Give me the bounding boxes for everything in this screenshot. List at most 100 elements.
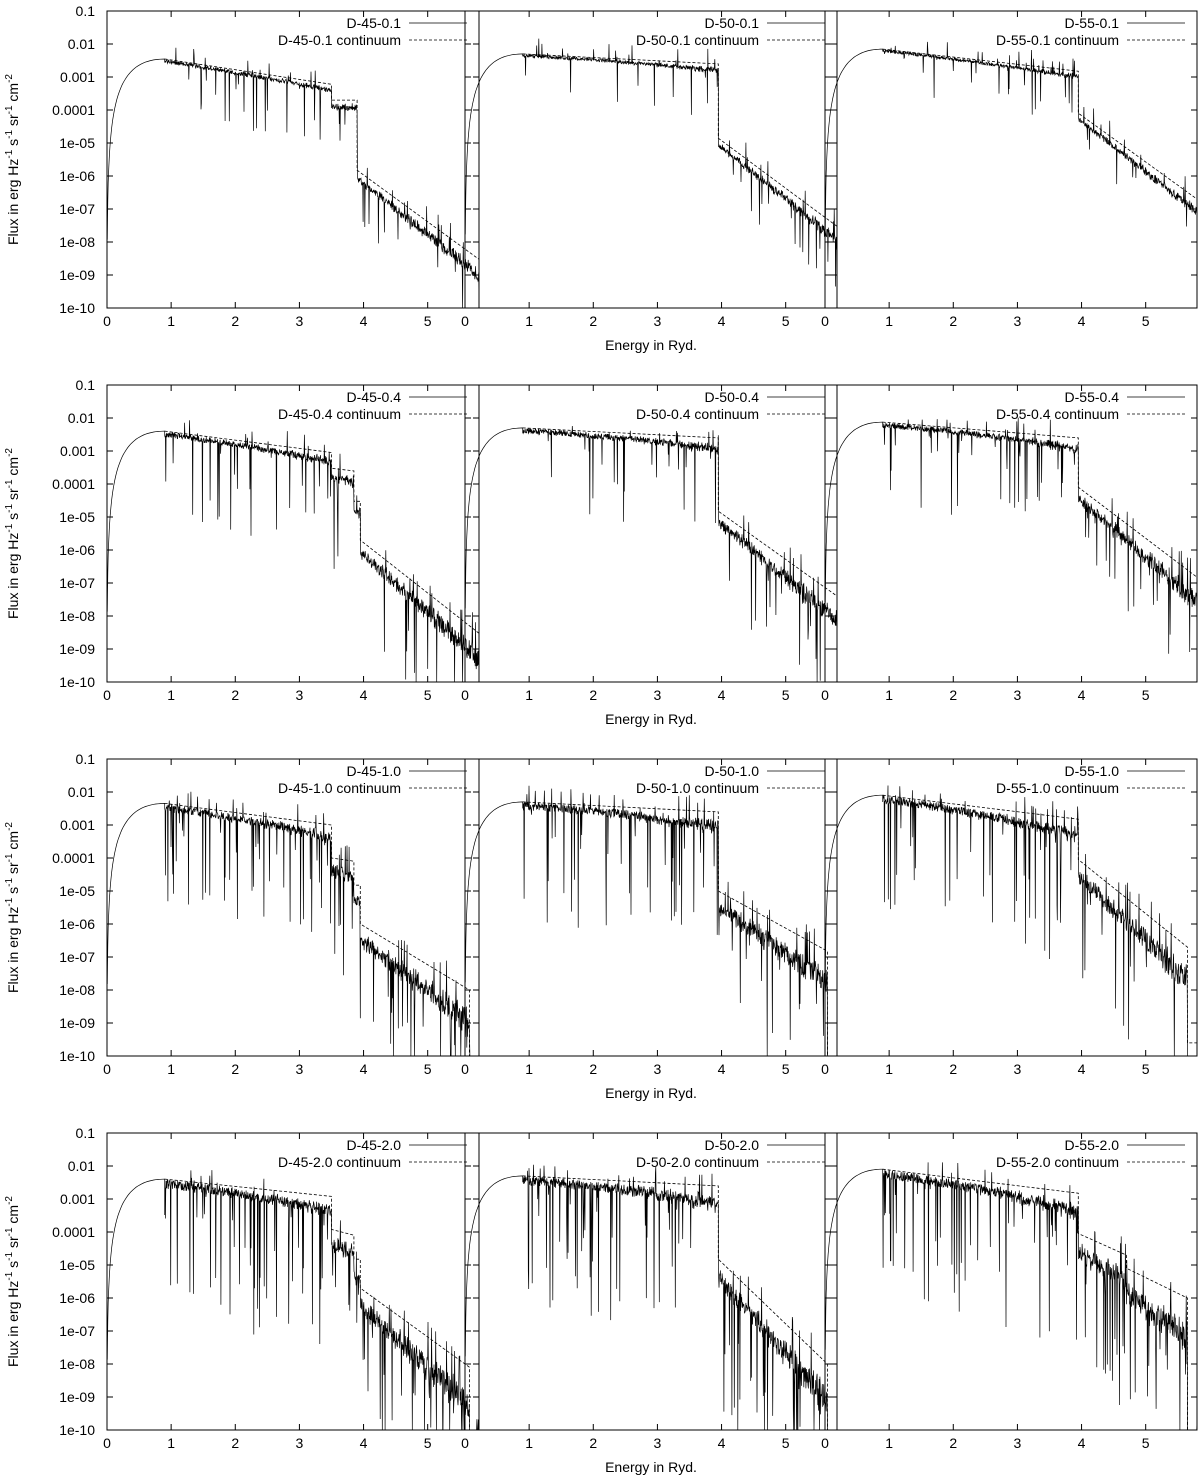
legend-series-label: D-55-0.1 [1065, 15, 1120, 31]
continuum-line [164, 58, 479, 260]
y-tick-label: 1e-05 [59, 135, 95, 151]
y-tick-label: 1e-07 [59, 575, 95, 591]
y-tick-label: 1e-06 [59, 168, 95, 184]
y-tick-label: 0.001 [60, 69, 95, 85]
panel-10: 1e-10 1e-09 1e-08 1e-07 1e-06 1e-05 0.0001 0.00… [4, 1125, 480, 1451]
y-tick-label: 0.001 [60, 443, 95, 459]
continuum-line [882, 794, 1197, 1044]
y-tick-label: 0.0001 [52, 476, 95, 492]
x-tick-label: 1 [525, 313, 533, 329]
legend-series-label: D-50-1.0 [705, 763, 760, 779]
y-tick-label: 1e-09 [59, 1389, 95, 1405]
panel-4: 1e-10 1e-09 1e-08 1e-07 1e-06 1e-05 0.0001 0.00… [4, 377, 480, 703]
panel-8: 0 1 2 3 4 5 Energy in Ryd. D-50-1.0D-50-1.0 con… [461, 758, 838, 1101]
x-tick-label: 3 [296, 313, 304, 329]
spectrum-line [107, 420, 479, 682]
x-tick-label: 5 [1142, 1435, 1150, 1451]
x-tick-label: 4 [718, 687, 726, 703]
y-tick-label: 1e-09 [59, 267, 95, 283]
x-tick-label: 5 [424, 687, 432, 703]
legend-continuum-label: D-45-2.0 continuum [278, 1154, 401, 1170]
y-tick-label: 0.0001 [52, 850, 95, 866]
y-tick-label: 1e-09 [59, 641, 95, 657]
x-tick-label: 3 [654, 1435, 662, 1451]
x-axis-label: Energy in Ryd. [605, 1459, 697, 1475]
x-tick-label: 1 [885, 1061, 893, 1077]
x-tick-label: 0 [103, 1435, 111, 1451]
x-tick-label: 5 [424, 1435, 432, 1451]
plot-frame [464, 384, 838, 683]
spectrum-line [107, 791, 479, 1056]
y-tick-label: 1e-08 [59, 1356, 95, 1372]
x-tick-label: 5 [1142, 687, 1150, 703]
x-tick-label: 2 [231, 1435, 239, 1451]
spectrum-line [107, 47, 479, 308]
y-tick-label: 1e-08 [59, 982, 95, 998]
y-tick-label: 0.0001 [52, 1224, 95, 1240]
x-tick-label: 3 [1014, 313, 1022, 329]
x-tick-label: 1 [525, 687, 533, 703]
legend-continuum-label: D-45-1.0 continuum [278, 780, 401, 796]
x-tick-label: 1 [885, 1435, 893, 1451]
y-tick-label: 0.01 [68, 1158, 95, 1174]
x-tick-label: 2 [589, 1061, 597, 1077]
plot-frame [464, 10, 838, 309]
x-tick-label: 1 [167, 1061, 175, 1077]
x-tick-label: 4 [1078, 687, 1086, 703]
x-axis-label: Energy in Ryd. [605, 711, 697, 727]
x-tick-label: 0 [821, 1435, 829, 1451]
y-axis-label: Flux in erg Hz-1 s-1 sr-1 cm-2 [4, 822, 21, 993]
legend-series-label: D-50-0.4 [705, 389, 760, 405]
y-tick-label: 0.001 [60, 817, 95, 833]
x-tick-label: 5 [782, 313, 790, 329]
legend-continuum-label: D-55-1.0 continuum [996, 780, 1119, 796]
x-tick-label: 4 [360, 1435, 368, 1451]
y-tick-label: 1e-07 [59, 201, 95, 217]
x-tick-label: 2 [949, 313, 957, 329]
y-tick-label: 1e-05 [59, 509, 95, 525]
y-tick-label: 0.01 [68, 784, 95, 800]
continuum-line [522, 1175, 828, 1430]
y-tick-label: 1e-08 [59, 608, 95, 624]
x-tick-label: 2 [231, 313, 239, 329]
x-tick-label: 5 [782, 1061, 790, 1077]
legend-continuum-label: D-50-1.0 continuum [636, 780, 759, 796]
plot-frame [824, 384, 1198, 683]
legend-series-label: D-55-0.4 [1065, 389, 1120, 405]
x-tick-label: 4 [718, 1435, 726, 1451]
x-tick-label: 1 [167, 687, 175, 703]
x-tick-label: 5 [424, 1061, 432, 1077]
y-axis-label: Flux in erg Hz-1 s-1 sr-1 cm-2 [4, 74, 21, 245]
y-tick-label: 1e-05 [59, 883, 95, 899]
continuum-line [522, 53, 837, 227]
y-tick-label: 0.1 [76, 751, 96, 767]
legend-continuum-label: D-55-2.0 continuum [996, 1154, 1119, 1170]
x-tick-label: 1 [525, 1435, 533, 1451]
x-tick-label: 3 [1014, 1061, 1022, 1077]
x-tick-label: 3 [296, 687, 304, 703]
plot-frame [106, 1132, 480, 1431]
x-tick-label: 2 [231, 687, 239, 703]
panel-6: 0 1 2 3 4 5 D-55-0.4D-55-0.4 continuum [821, 384, 1198, 703]
x-tick-label: 3 [654, 687, 662, 703]
x-tick-label: 2 [949, 1061, 957, 1077]
x-tick-label: 5 [1142, 313, 1150, 329]
legend-series-label: D-45-0.4 [347, 389, 402, 405]
x-tick-label: 3 [296, 1061, 304, 1077]
x-tick-label: 3 [654, 313, 662, 329]
y-tick-label: 1e-06 [59, 1290, 95, 1306]
y-tick-label: 1e-10 [59, 1048, 95, 1064]
x-tick-label: 4 [718, 313, 726, 329]
x-tick-label: 0 [103, 687, 111, 703]
legend-series-label: D-55-2.0 [1065, 1137, 1120, 1153]
spectrum-line [465, 38, 837, 287]
y-tick-label: 1e-10 [59, 674, 95, 690]
legend-series-label: D-50-0.1 [705, 15, 760, 31]
panel-12: 0 1 2 3 4 5 D-55-2.0D-55-2.0 continuum [821, 1132, 1198, 1451]
x-tick-label: 1 [167, 1435, 175, 1451]
x-tick-label: 0 [461, 313, 469, 329]
y-tick-label: 1e-06 [59, 916, 95, 932]
x-tick-label: 0 [461, 1435, 469, 1451]
continuum-line [882, 1168, 1188, 1430]
